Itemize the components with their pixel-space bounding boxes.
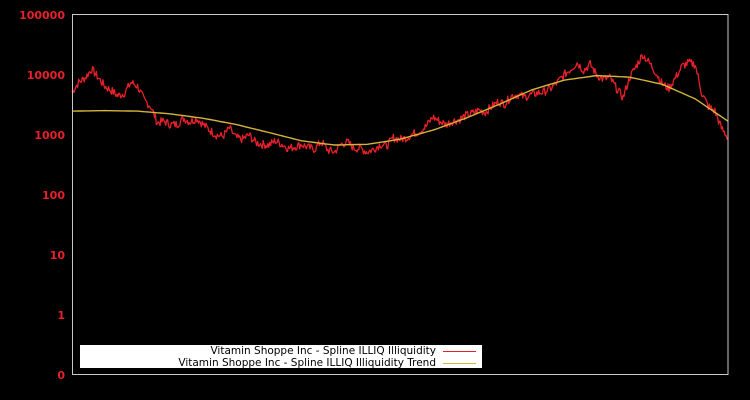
y-tick-label: 10 [50, 249, 66, 262]
illiquidity-line [71, 54, 729, 155]
y-tick-label: 100 [42, 189, 65, 202]
legend: Vitamin Shoppe Inc - Spline ILLIQ Illiqu… [80, 345, 482, 369]
legend-swatch-trend [443, 363, 476, 364]
y-tick-label: 1 [57, 309, 65, 322]
legend-swatch-illiquidity [443, 351, 476, 352]
y-tick-label: 100000 [19, 9, 65, 22]
y-tick-label: 10000 [27, 69, 66, 82]
illiquidity-trend-line [72, 74, 729, 146]
legend-label-trend: Vitamin Shoppe Inc - Spline ILLIQ Illiqu… [178, 357, 436, 369]
plot-area [71, 54, 729, 155]
y-tick-label: 0 [57, 369, 65, 382]
plot-frame [72, 14, 729, 375]
y-tick-label: 1000 [34, 129, 65, 142]
legend-label-illiquidity: Vitamin Shoppe Inc - Spline ILLIQ Illiqu… [210, 345, 436, 357]
